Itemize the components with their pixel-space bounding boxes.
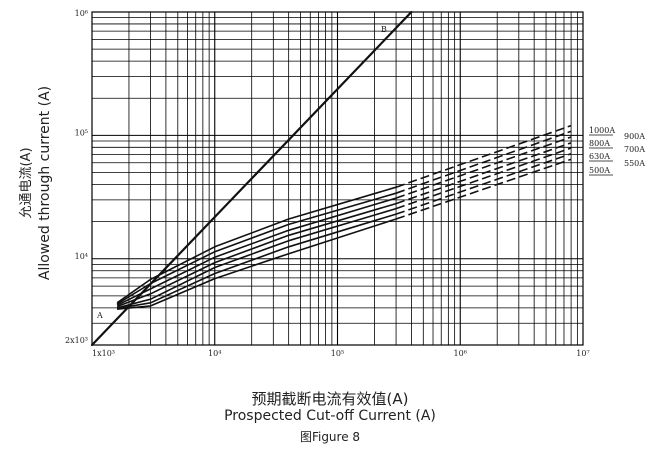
series-extension-1000A [395,124,572,188]
x-tick-label: 10⁴ [208,349,221,358]
series-line-630A [116,207,397,309]
grid [92,12,583,345]
plot-frame [91,11,584,346]
reference-line-b [90,10,413,347]
series-extension-900A [395,130,572,194]
rating-label-700A: 700A [624,145,645,154]
rating-label-1000A: 1000A [589,126,615,135]
rating-label-800A: 800A [589,139,610,148]
x-axis-label-cn: 预期截断电流有效值(A) [251,390,409,408]
y-tick-label: 10⁵ [75,128,88,137]
series-extension-630A [395,147,572,210]
series-extension-500A [395,158,572,220]
series-line-550A [116,213,397,310]
series-line-700A [116,202,397,308]
series-line-500A [117,218,397,310]
x-tick-label: 1x10³ [92,349,115,358]
rating-label-900A: 900A [624,132,645,141]
x-tick-label: 10⁷ [576,349,589,358]
series-extension-700A [395,142,572,205]
x-tick-label: 10⁵ [331,349,344,358]
series-extension-550A [395,152,572,215]
figure-caption: 图Figure 8 [299,430,361,444]
x-tick-label: 10⁶ [454,349,467,358]
series-extension-800A [395,136,572,199]
y-tick-label: 10⁴ [75,252,88,261]
series-line-1000A [116,186,397,304]
y-tick-label: 10⁶ [75,9,88,18]
rating-label-500A: 500A [589,166,610,175]
x-axis-label-en: Prospected Cut-off Current (A) [224,408,436,424]
reference-line-group [90,10,413,347]
y-tick-label: 2x10³ [65,336,88,345]
annotation-b: B [381,25,387,34]
annotation-a: A [96,311,103,320]
series-group [116,124,572,310]
tick-labels: 1x10³ 10⁴ 10⁵ 10⁶ 10⁷ 2x10³ 10⁴ 10⁵ 10⁶ [65,9,590,358]
y-axis-label-cn: 允通电流(A) [18,147,34,218]
rating-label-550A: 550A [624,159,645,168]
series-line-900A [116,192,397,305]
rating-labels: 1000A 800A 630A 500A 900A 700A 550A [589,126,645,176]
series-line-800A [116,197,397,306]
rating-label-630A: 630A [589,152,610,161]
y-axis-label-en: Allowed through current (A) [37,86,53,280]
